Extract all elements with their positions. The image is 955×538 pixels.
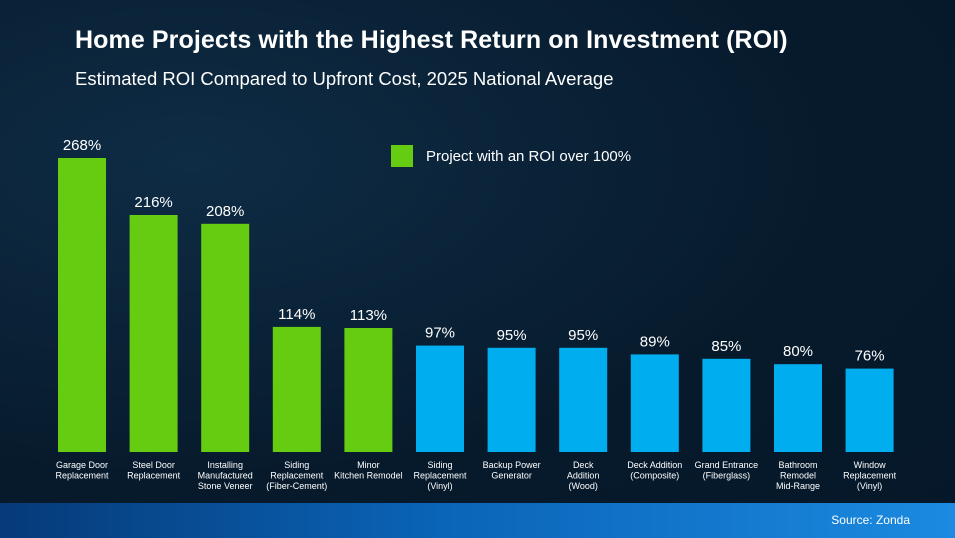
source-note: Source: Zonda	[831, 513, 910, 527]
value-label-1: 216%	[134, 194, 172, 211]
category-label-8: Deck Addition (Composite)	[627, 460, 682, 481]
category-label-4: Minor Kitchen Remodel	[334, 460, 403, 481]
category-label-11: Window Replacement (Vinyl)	[843, 460, 897, 491]
footer-band: Source: Zonda	[0, 503, 955, 538]
value-label-7: 95%	[568, 327, 598, 344]
bar-5	[416, 346, 464, 452]
category-label-7: Deck Addition (Wood)	[567, 460, 600, 491]
bar-9	[702, 359, 750, 452]
category-label-6: Backup Power Generator	[483, 460, 541, 481]
category-label-0: Garage Door Replacement	[55, 460, 109, 481]
category-label-1: Steel Door Replacement	[127, 460, 181, 481]
bar-0	[58, 158, 106, 452]
bar-3	[273, 327, 321, 452]
value-label-6: 95%	[497, 327, 527, 344]
bar-11	[846, 369, 894, 452]
bar-chart: 268% Garage Door Replacement 216% Steel Door…	[0, 0, 955, 538]
bar-6	[488, 348, 536, 452]
bar-8	[631, 354, 679, 452]
category-label-9: Grand Entrance (Fiberglass)	[695, 460, 759, 481]
bar-4	[344, 328, 392, 452]
category-label-10: Bathroom Remodel Mid-Range	[776, 460, 820, 491]
bar-10	[774, 364, 822, 452]
value-label-8: 89%	[640, 333, 670, 350]
value-label-2: 208%	[206, 203, 244, 220]
value-label-5: 97%	[425, 325, 455, 342]
category-label-5: Siding Replacement (Vinyl)	[413, 460, 467, 491]
value-label-11: 76%	[855, 348, 885, 365]
value-label-3: 114%	[278, 306, 315, 323]
value-label-9: 85%	[711, 338, 741, 355]
bar-2	[201, 224, 249, 452]
category-label-2: Installing Manufactured Stone Veneer	[198, 460, 253, 491]
bar-1	[130, 215, 178, 452]
value-label-0: 268%	[63, 137, 101, 154]
value-label-10: 80%	[783, 343, 813, 360]
value-label-4: 113%	[350, 307, 387, 324]
category-label-3: Siding Replacement (Fiber-Cement)	[266, 460, 327, 491]
bar-7	[559, 348, 607, 452]
